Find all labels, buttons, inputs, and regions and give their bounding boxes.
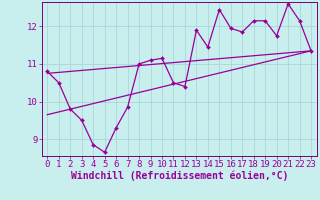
X-axis label: Windchill (Refroidissement éolien,°C): Windchill (Refroidissement éolien,°C) — [70, 171, 288, 181]
